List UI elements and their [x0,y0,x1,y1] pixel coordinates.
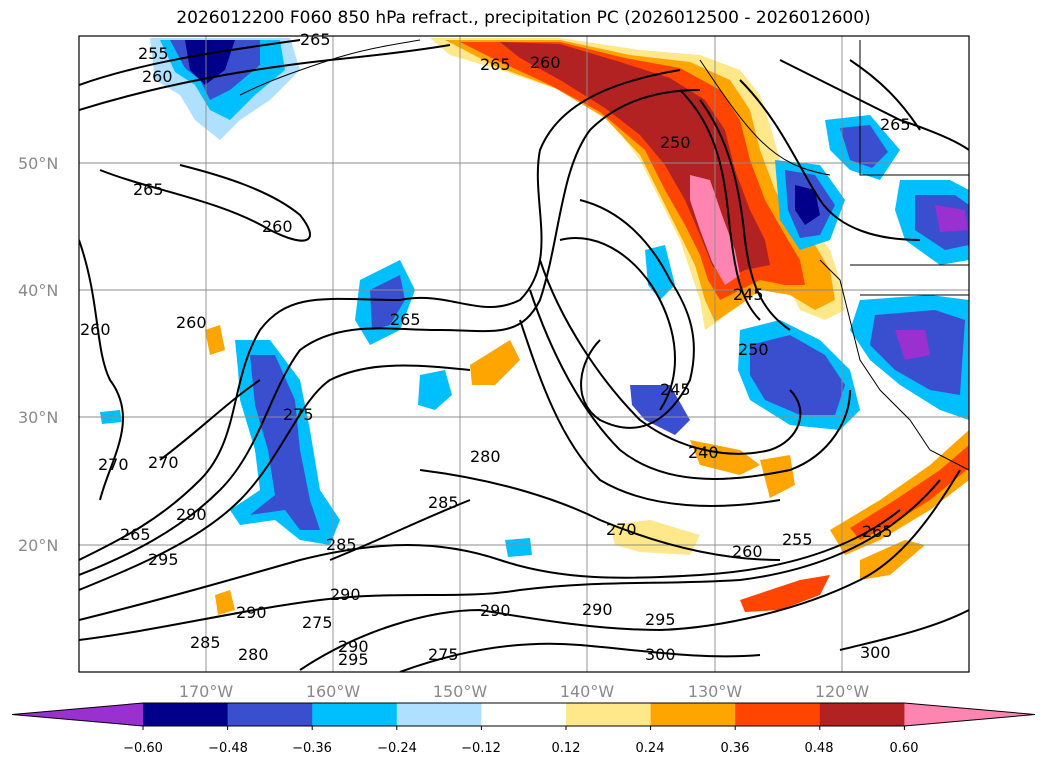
colorbar-cell [735,703,821,726]
contour-label: 280 [238,645,269,664]
contour-label: 290 [176,505,207,524]
colorbar-tick-label: 0.12 [552,741,581,756]
map-frame [78,35,970,673]
contour-label: 265 [120,525,151,544]
colorbar-tick-label: 0.24 [636,741,665,756]
positive-precip-area [850,445,969,540]
colorbar-ticks: −0.60 −0.48 −0.36 −0.24 −0.12 0.12 0.24 … [123,741,918,756]
negative-precip-area [840,125,888,168]
colorbar-tick-label: −0.48 [208,741,248,756]
contour-label: 270 [98,455,129,474]
colorbar-cell [312,703,398,726]
refractivity-contours [79,39,969,672]
latitude-label: 30°N [18,408,58,427]
negative-precip-area [750,335,845,415]
colorbar-extend-min [12,703,143,726]
latitude-label: 50°N [18,154,58,173]
colorbar-cell [481,703,567,726]
colorbar-tick-label: 0.36 [721,741,750,756]
contour-label: 265 [390,310,421,329]
contour-label: 280 [470,447,501,466]
longitude-label: 170°W [179,682,234,701]
longitude-label: 120°W [815,682,870,701]
colorbar-cell [143,703,229,726]
contour-label: 295 [645,610,676,629]
contour-label: 290 [236,603,267,622]
contour-label: 265 [480,55,511,74]
contour-label: 265 [133,180,164,199]
contour-label: 260 [142,67,173,86]
latitude-label: 20°N [18,536,58,555]
negative-precip-area [795,185,820,225]
contour-label: 250 [660,133,691,152]
positive-precip-area [760,455,795,498]
positive-precip-area [470,340,520,385]
colorbar-tick-label: 0.60 [890,741,919,756]
negative-precip-area [250,355,320,530]
contour-labels: 255 260 265 265 260 265 265 260 260 260 … [80,30,911,669]
contour-label: 290 [338,637,369,656]
colorbar-cell [819,703,905,726]
contour-label: 260 [176,313,207,332]
coastlines [239,39,969,471]
colorbar-tick-label: 0.48 [805,741,834,756]
colorbar-cell [566,703,652,726]
colorbar-tick-label: −0.36 [292,741,332,756]
colorbar-tick-label: −0.12 [461,741,501,756]
negative-precip-area [935,205,968,232]
contour-label: 295 [338,650,369,669]
colorbar-extend-max [904,703,1035,726]
contour-label: 260 [262,217,293,236]
contour-label: 265 [300,30,331,49]
contour-label: 300 [645,645,676,664]
positive-precip-area [205,325,225,355]
contour-label: 245 [733,285,764,304]
contour-label: 270 [148,453,179,472]
contour-label: 255 [782,530,813,549]
colorbar-cell [396,703,482,726]
contour-label: 260 [80,320,111,339]
colorbar-cell [227,703,313,726]
positive-precip-area [740,575,830,612]
contour-label: 260 [732,542,763,561]
contour-label: 285 [326,535,357,554]
colorbar-tick-label: −0.24 [377,741,417,756]
latitude-label: 40°N [18,281,58,300]
contour-label: 290 [330,585,361,604]
contour-label: 245 [660,380,691,399]
contour-label: 285 [190,633,221,652]
negative-precip-area [505,538,532,557]
graticule [79,36,969,672]
contour-label: 260 [530,53,561,72]
contour-label: 275 [302,613,333,632]
contour-label: 285 [428,493,459,512]
negative-precip-area [895,330,930,360]
contour-label: 275 [283,405,314,424]
contour-label: 265 [862,522,893,541]
colorbar-cell [650,703,736,726]
contour-label: 265 [880,115,911,134]
colorbar [11,702,1036,730]
negative-precip-area [370,275,405,330]
contour-label: 300 [860,643,891,662]
longitude-label: 130°W [688,682,743,701]
positive-precip-area [215,590,235,615]
contour-label: 290 [480,601,511,620]
contour-label: 290 [582,600,613,619]
contour-label: 275 [428,645,459,664]
positive-precip-area [690,440,760,475]
contour-label: 255 [138,44,169,63]
contour-label: 270 [606,520,637,539]
contour-label: 250 [738,340,769,359]
map-title: 2026012200 F060 850 hPa refract., precip… [176,8,871,28]
precipitation-shading [100,38,969,615]
contour-label: 240 [688,443,719,462]
negative-precip-area [418,370,452,410]
contour-label: 295 [148,550,179,569]
longitude-label: 160°W [306,682,361,701]
longitude-label: 150°W [433,682,488,701]
colorbar-tick-label: −0.60 [123,741,163,756]
longitude-label: 140°W [560,682,615,701]
